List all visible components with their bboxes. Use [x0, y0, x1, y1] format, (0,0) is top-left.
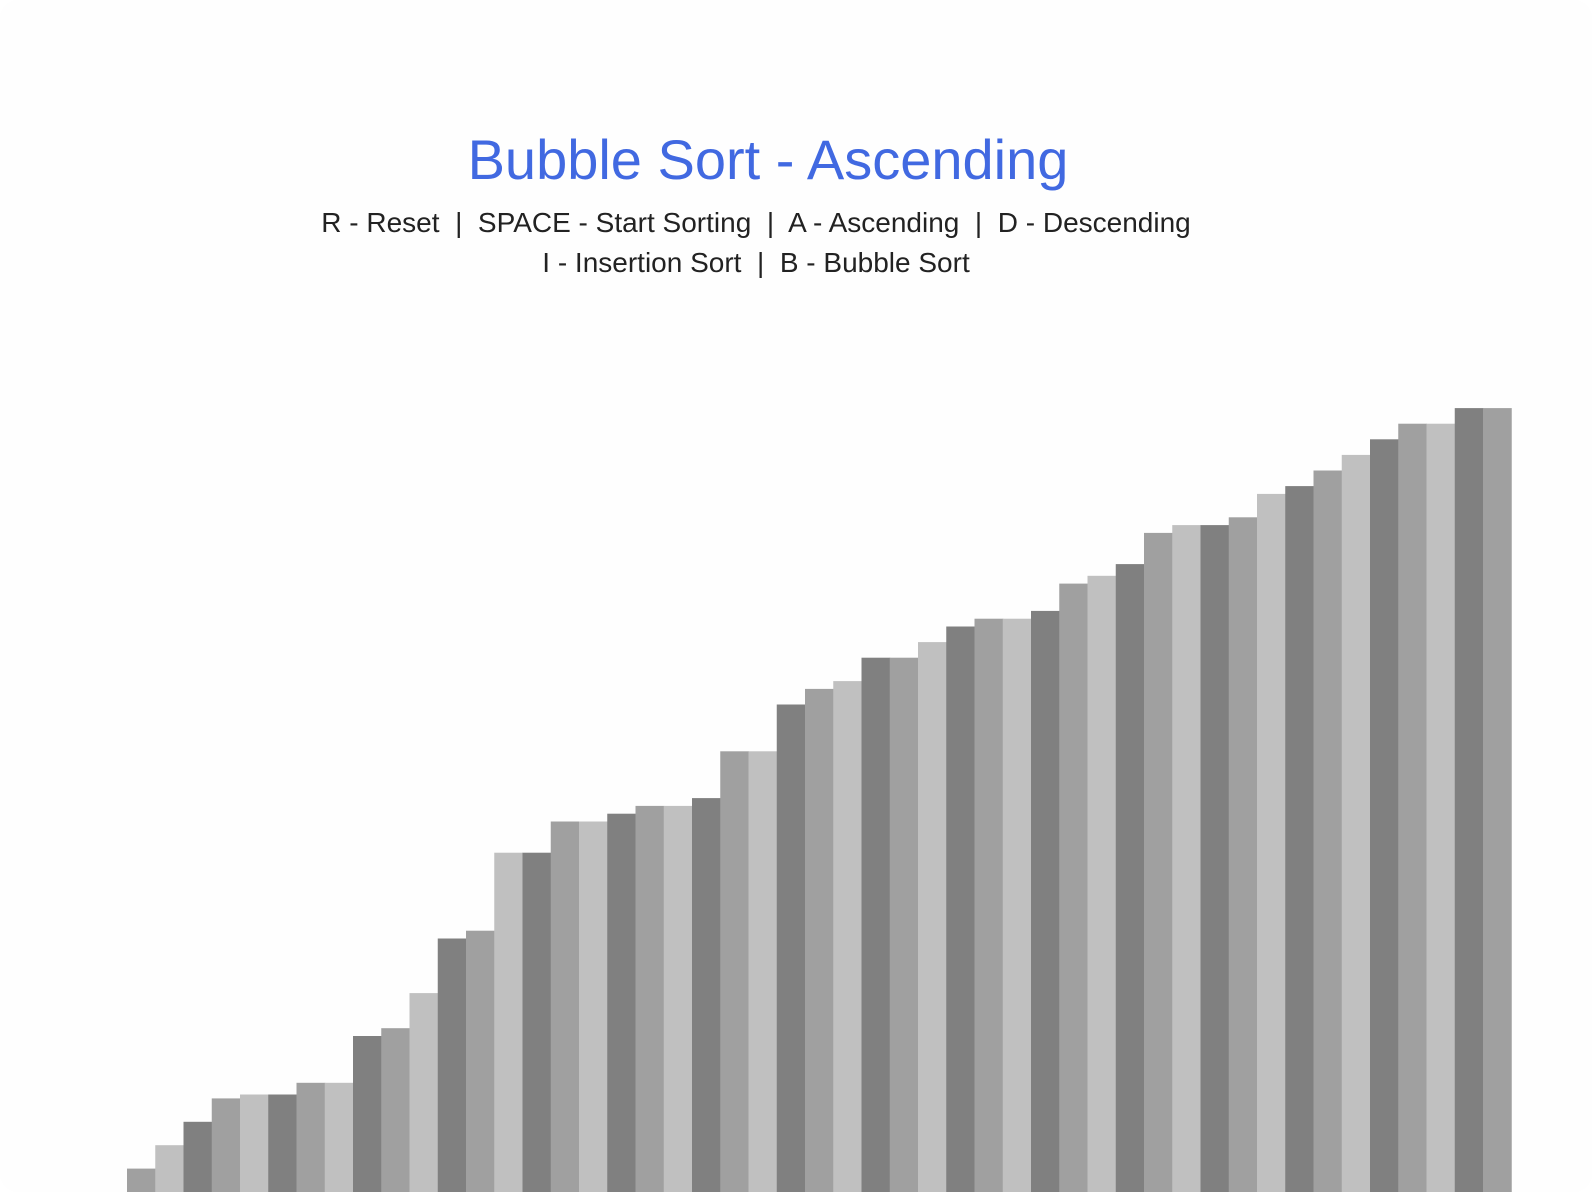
sort-bar	[1454, 408, 1484, 1192]
sort-bar	[1087, 575, 1117, 1192]
sort-bar	[296, 1082, 326, 1192]
sort-bar	[155, 1145, 184, 1192]
sort-bar	[324, 1082, 354, 1192]
sort-bar	[748, 751, 778, 1192]
sort-bar	[776, 704, 806, 1192]
sort-bar	[974, 618, 1004, 1192]
sort-bar	[635, 805, 665, 1192]
sort-bar	[805, 688, 834, 1192]
sort-bar	[1228, 517, 1258, 1192]
sort-bar	[268, 1094, 297, 1192]
sort-bar	[437, 938, 467, 1192]
sort-bar	[1200, 525, 1230, 1192]
sort-bar	[861, 657, 891, 1192]
sort-bar	[1370, 439, 1399, 1192]
sort-bar	[1257, 493, 1286, 1192]
sort-bar	[833, 681, 862, 1192]
sort-bar	[1115, 564, 1145, 1192]
sort-bar	[1341, 454, 1371, 1192]
sort-bar	[1059, 583, 1088, 1192]
keyboard-help-line-2: I - Insertion Sort | B - Bubble Sort	[542, 247, 970, 278]
sort-bar	[663, 805, 693, 1192]
keyboard-help-line-1: R - Reset | SPACE - Start Sorting | A - …	[321, 207, 1191, 238]
page-title: Bubble Sort - Ascending	[467, 128, 1069, 191]
sort-bar	[692, 798, 721, 1192]
sort-bar	[550, 821, 580, 1192]
sort-bar	[1172, 525, 1201, 1192]
sort-bar	[946, 626, 975, 1192]
sort-bar	[183, 1121, 213, 1192]
sort-bar	[211, 1098, 241, 1192]
sort-bar	[1426, 423, 1456, 1192]
sort-bar	[1031, 610, 1060, 1192]
sort-bar	[522, 852, 552, 1192]
sort-bar	[353, 1036, 382, 1192]
sort-bar	[240, 1094, 269, 1192]
sort-bar	[607, 813, 636, 1192]
sort-bar	[1313, 470, 1343, 1192]
sort-bar	[1002, 618, 1032, 1192]
sort-bar	[1483, 408, 1512, 1192]
sort-bar	[1285, 486, 1314, 1192]
sort-bar	[579, 821, 608, 1192]
sort-bar	[381, 1028, 410, 1192]
sort-bar	[720, 751, 749, 1192]
sort-bar	[889, 657, 919, 1192]
sort-bar	[466, 930, 495, 1192]
sort-bar	[127, 1168, 156, 1192]
sort-bar	[494, 852, 523, 1192]
sort-bar	[918, 642, 947, 1192]
sort-bar	[1144, 532, 1173, 1192]
sort-bar	[1398, 423, 1427, 1192]
sort-bar	[409, 993, 439, 1192]
